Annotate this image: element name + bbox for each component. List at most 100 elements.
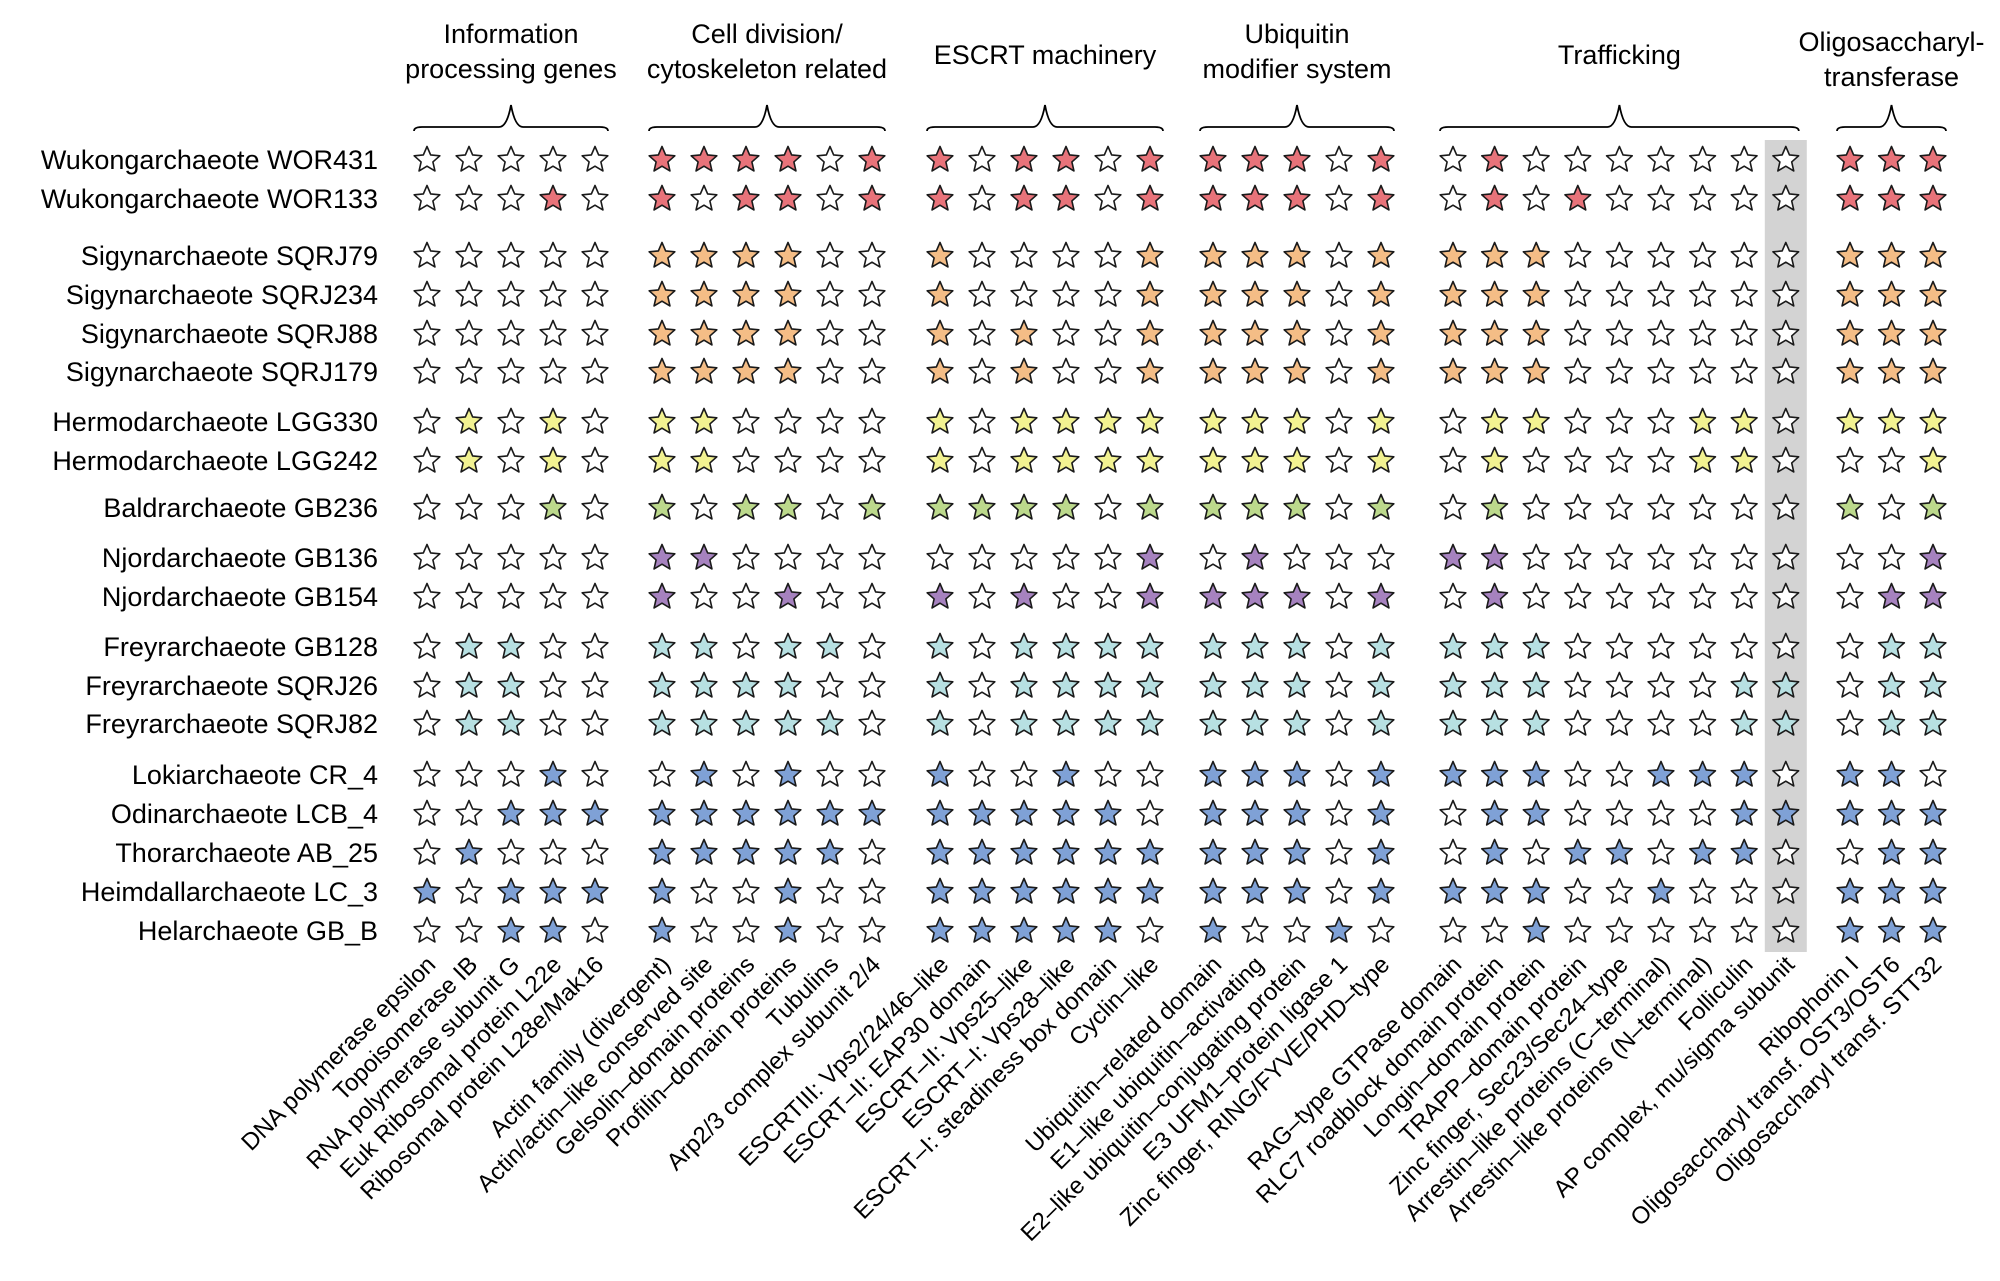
star-present (926, 760, 954, 787)
star-absent (1605, 799, 1634, 826)
star-absent (413, 145, 441, 172)
star-absent (497, 145, 525, 172)
star-present (732, 184, 760, 211)
star-absent (1730, 493, 1758, 520)
group-escrt-machinery: ESCRT machinery (926, 40, 1164, 132)
taxon-row: Baldrarchaeote GB236 (103, 493, 1947, 523)
taxon-row: Freyrarchaeote SQRJ26 (85, 671, 1947, 701)
star-present (968, 916, 996, 943)
star-present (1094, 877, 1122, 904)
star-present (1439, 671, 1467, 698)
star-absent (1647, 145, 1675, 172)
star-present (497, 799, 525, 826)
star-present (1877, 357, 1906, 384)
star-absent (968, 632, 996, 659)
star-absent (1836, 543, 1864, 570)
star-present (1010, 709, 1038, 736)
star-absent (1730, 184, 1758, 211)
star-present (1836, 877, 1864, 904)
star-present (1522, 407, 1550, 434)
star-present (1136, 145, 1164, 172)
group-trafficking: Trafficking (1439, 40, 1800, 132)
star-present (774, 838, 802, 865)
star-present (926, 319, 954, 346)
star-absent (1325, 493, 1353, 520)
star-absent (1564, 280, 1592, 307)
star-absent (1094, 241, 1122, 268)
star-present (1136, 319, 1164, 346)
star-present (1836, 799, 1864, 826)
star-absent (1325, 760, 1353, 787)
star-absent (581, 543, 609, 570)
star-present (926, 145, 954, 172)
star-absent (1772, 493, 1800, 520)
star-present (581, 877, 609, 904)
taxon-label: Odinarchaeote LCB_4 (111, 799, 378, 829)
star-present (732, 280, 760, 307)
star-present (926, 582, 954, 609)
star-present (774, 760, 802, 787)
star-present (1283, 319, 1311, 346)
star-absent (1325, 357, 1353, 384)
star-present (1605, 838, 1634, 865)
star-absent (455, 877, 483, 904)
star-absent (858, 543, 886, 570)
star-absent (858, 446, 886, 473)
star-absent (1136, 760, 1164, 787)
star-present (497, 632, 525, 659)
star-absent (1772, 543, 1800, 570)
star-present (1877, 916, 1906, 943)
group-label: Cell division/ (691, 19, 843, 49)
star-present (926, 280, 954, 307)
star-absent (581, 838, 609, 865)
star-absent (1730, 357, 1758, 384)
taxon-row: Sigynarchaeote SQRJ88 (81, 319, 1947, 349)
star-absent (581, 632, 609, 659)
taxon-label: Wukongarchaeote WOR431 (41, 145, 378, 175)
star-present (774, 493, 802, 520)
star-present (968, 838, 996, 865)
star-present (1480, 241, 1509, 268)
star-present (1010, 184, 1038, 211)
star-present (1439, 760, 1467, 787)
star-present (858, 799, 886, 826)
star-present (1688, 407, 1717, 434)
star-present (1199, 671, 1227, 698)
star-present (1480, 357, 1509, 384)
star-absent (581, 760, 609, 787)
star-present (648, 446, 676, 473)
group-brace (1439, 104, 1800, 132)
star-present (1199, 709, 1227, 736)
star-absent (858, 280, 886, 307)
star-absent (1564, 145, 1592, 172)
star-present (1199, 319, 1227, 346)
star-present (1094, 709, 1122, 736)
star-absent (1325, 145, 1353, 172)
star-absent (1605, 357, 1634, 384)
taxon-row: Thorarchaeote AB_25 (115, 838, 1947, 868)
star-present (1439, 241, 1467, 268)
star-absent (858, 838, 886, 865)
star-present (1283, 184, 1311, 211)
star-present (1367, 280, 1395, 307)
star-absent (1688, 709, 1717, 736)
star-present (1919, 446, 1947, 473)
star-present (455, 407, 483, 434)
star-present (690, 799, 718, 826)
star-present (1199, 446, 1227, 473)
star-absent (1688, 319, 1717, 346)
star-absent (1772, 916, 1800, 943)
star-absent (1439, 446, 1467, 473)
star-absent (1772, 838, 1800, 865)
star-absent (497, 493, 525, 520)
star-absent (1730, 280, 1758, 307)
star-absent (968, 446, 996, 473)
star-present (1199, 407, 1227, 434)
star-absent (1605, 407, 1634, 434)
star-present (1241, 799, 1269, 826)
star-absent (816, 671, 844, 698)
star-absent (1605, 184, 1634, 211)
star-present (1522, 357, 1550, 384)
star-present (1199, 582, 1227, 609)
star-present (1283, 877, 1311, 904)
